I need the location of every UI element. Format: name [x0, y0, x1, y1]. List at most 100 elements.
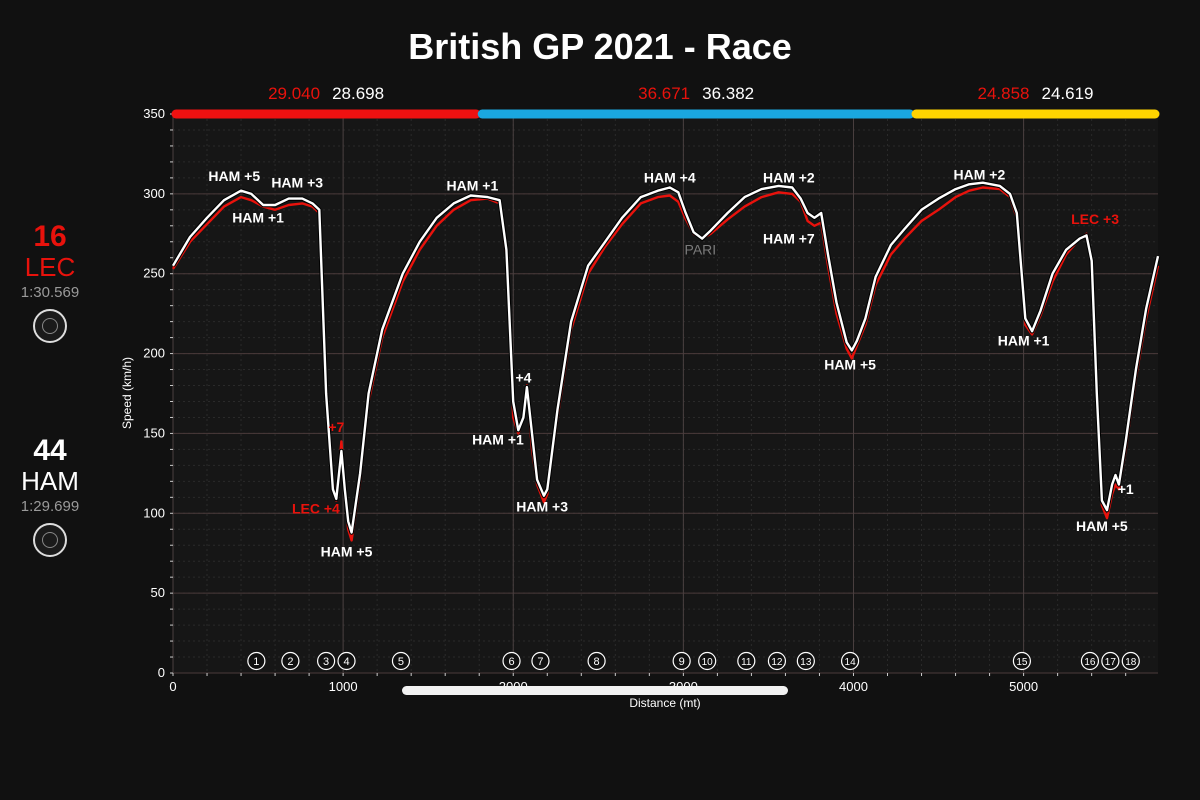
y-tick-label: 300	[143, 186, 165, 201]
y-tick-label: 350	[143, 106, 165, 121]
y-tick-label: 150	[143, 425, 165, 440]
corner-circle	[247, 651, 266, 671]
x-tick-label: 4000	[839, 679, 868, 694]
corner-circle	[391, 651, 411, 671]
gap-annotation: HAM +2	[954, 166, 1006, 182]
corner-number: 9	[679, 656, 685, 668]
sector-time-lec: 36.671	[638, 84, 690, 103]
driver-code: HAM	[21, 466, 79, 496]
gap-annotation: HAM +3	[516, 499, 568, 515]
driver-code: LEC	[24, 252, 76, 282]
y-axis-label: Speed (km/h)	[120, 357, 134, 429]
corner-marker: 18	[1121, 651, 1140, 671]
x-tick-label: 1000	[329, 679, 358, 694]
corner-circle	[1101, 651, 1120, 671]
corner-circle	[737, 651, 756, 671]
corner-circle	[698, 651, 717, 671]
corner-number: 16	[1084, 657, 1096, 668]
gap-annotation: HAM +1	[232, 210, 284, 226]
corner-number: 10	[702, 657, 714, 668]
corner-number: 15	[1016, 657, 1028, 668]
horizontal-scrollbar[interactable]	[402, 686, 788, 695]
corner-circle	[672, 651, 691, 671]
corner-number: 4	[343, 656, 349, 668]
corner-marker: 13	[796, 651, 815, 671]
corner-marker: 5	[391, 651, 411, 671]
sector-time-ham: 24.619	[1042, 84, 1094, 103]
corner-number: 7	[537, 656, 543, 668]
corner-marker: 8	[587, 651, 606, 671]
gap-annotation: HAM +7	[763, 230, 815, 246]
gap-annotation: HAM +5	[1076, 518, 1128, 534]
corner-circle	[502, 651, 521, 671]
gap-annotation: LEC +3	[1071, 211, 1119, 227]
corner-circle	[840, 651, 860, 671]
corner-marker: 7	[531, 651, 550, 671]
sector-time-ham: 28.698	[332, 84, 384, 103]
corner-marker: 15	[1012, 651, 1032, 671]
gap-annotation: HAM +5	[321, 543, 373, 559]
x-axis-label: Distance (mt)	[629, 696, 700, 710]
corner-circle	[1080, 651, 1100, 671]
corner-marker: 2	[281, 651, 300, 671]
corner-circle	[281, 651, 300, 671]
driver-number: 16	[33, 220, 67, 253]
gap-annotation: HAM +1	[472, 432, 524, 448]
corner-number: 2	[287, 656, 293, 668]
corner-number: 3	[323, 656, 329, 668]
corner-circle	[337, 651, 356, 671]
x-tick-label: 0	[169, 679, 176, 694]
sector-time-ham: 36.382	[702, 84, 754, 103]
gap-annotation: PARI	[685, 242, 717, 258]
y-tick-label: 0	[158, 665, 165, 680]
corner-number: 1	[253, 656, 259, 668]
sector-time-lec: 24.858	[978, 84, 1030, 103]
corner-number: 8	[594, 656, 600, 668]
corner-circle	[796, 651, 815, 671]
corner-circle	[531, 651, 550, 671]
corner-circle	[1012, 651, 1032, 671]
corner-circle	[767, 651, 787, 671]
corner-marker: 4	[337, 651, 356, 671]
corner-marker: 12	[767, 651, 787, 671]
sector-time-lec: 29.040	[268, 84, 320, 103]
corner-circle	[317, 651, 336, 671]
corner-marker: 17	[1101, 651, 1120, 671]
corner-circle	[1121, 651, 1140, 671]
corner-number: 14	[845, 657, 857, 668]
corner-marker: 16	[1080, 651, 1100, 671]
gap-annotation: LEC +4	[292, 500, 340, 516]
driver-ham-panel: 44 HAM 1:29.699	[0, 436, 100, 557]
gap-annotation: HAM +5	[824, 357, 876, 373]
driver-lec-panel: 16 LEC 1:30.569	[0, 222, 100, 343]
corner-marker: 1	[247, 651, 266, 671]
gap-annotation: +4	[515, 369, 531, 385]
corner-number: 18	[1125, 657, 1137, 668]
corner-number: 17	[1105, 657, 1117, 668]
gap-annotation: HAM +4	[644, 170, 696, 186]
corner-circle	[587, 651, 606, 671]
series-line-ham	[171, 181, 1160, 534]
gap-annotation: +1	[1118, 481, 1134, 497]
y-tick-label: 200	[143, 346, 165, 361]
gap-annotation: HAM +5	[208, 168, 260, 184]
corner-number: 6	[508, 656, 514, 668]
corner-marker: 9	[672, 651, 691, 671]
corner-number: 12	[771, 657, 783, 668]
tyre-icon	[33, 309, 67, 343]
gap-annotation: HAM +3	[271, 174, 323, 190]
corner-marker: 10	[698, 651, 717, 671]
plot-area	[173, 114, 1158, 673]
gap-annotation: HAM +2	[763, 170, 815, 186]
y-tick-label: 100	[143, 505, 165, 520]
corner-marker: 11	[737, 651, 756, 671]
corner-number: 11	[741, 657, 752, 668]
corner-number: 5	[398, 656, 404, 668]
corner-number: 13	[800, 657, 812, 668]
driver-lap-time: 1:30.569	[20, 284, 80, 301]
x-tick-label: 5000	[1009, 679, 1038, 694]
y-tick-label: 250	[143, 266, 165, 281]
corner-marker: 14	[840, 651, 860, 671]
driver-number: 44	[33, 434, 67, 467]
